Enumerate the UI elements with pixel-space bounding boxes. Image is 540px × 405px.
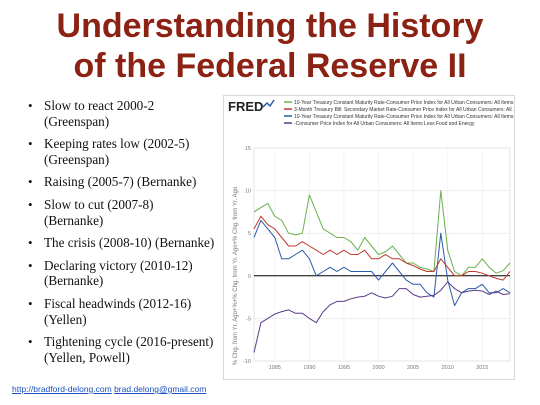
footer-link-email[interactable]: brad.delong@gmail.com (114, 384, 207, 394)
bullet-item: Raising (2005-7) (Bernanke) (28, 174, 228, 190)
bullet-text: Slow to react 2000-2 (44, 98, 155, 113)
bullet-subtext: (Yellen, Powell) (44, 349, 130, 365)
bullet-subtext: (Bernanke) (44, 273, 104, 289)
slide-title: Understanding the History of the Federal… (0, 6, 540, 86)
y-tick-label: -10 (243, 359, 251, 365)
fred-chart-svg: FRED 10-Year Treasury Constant Maturity … (228, 99, 514, 371)
bullet-subtext: (Bernanke) (44, 212, 104, 228)
y-tick-label: 10 (245, 189, 251, 195)
legend-label: 10-Year Treasury Constant Maturity Rate-… (294, 100, 514, 106)
footer-link-blog[interactable]: http://bradford-delong.com (12, 384, 112, 394)
bullet-subtext: (Greenspan) (44, 113, 110, 129)
x-tick-label: 2000 (372, 365, 384, 371)
y-tick-label: 0 (248, 274, 251, 280)
bullet-item: Tightening cycle (2016-present)(Yellen, … (28, 334, 228, 365)
bullet-item: Slow to react 2000-2(Greenspan) (28, 98, 228, 129)
series-line (253, 219, 511, 307)
series-line (253, 215, 511, 281)
bullet-list: Slow to react 2000-2(Greenspan)Keeping r… (28, 98, 228, 372)
fred-logo-sparkline (262, 99, 275, 108)
footer-links: http://bradford-delong.com brad.delong@g… (12, 384, 206, 394)
x-tick-label: 2005 (407, 365, 419, 371)
chart-legend: 10-Year Treasury Constant Maturity Rate-… (284, 100, 514, 127)
bullet-text: Raising (2005-7) (Bernanke) (44, 174, 197, 190)
plot-area: -10 -5 0 5 10 15 1985 1990 1995 2000 2005 2010 2015 (243, 146, 511, 371)
bullet-subtext: (Yellen) (44, 311, 87, 327)
bullet-text: Declaring victory (2010-12) (44, 257, 193, 273)
bullet-text: Tightening cycle (2016-present) (44, 334, 214, 350)
y-tick-label: 5 (248, 231, 251, 237)
legend-label: -Consumer Price Index for All Urban Cons… (294, 121, 475, 127)
y-axis-label: % Chg. from Yr. Ago+%+% Chg. from Yr. Ag… (233, 186, 239, 365)
bullet-subtext: (Greenspan) (44, 151, 110, 167)
x-tick-label: 1985 (269, 365, 281, 371)
legend-label: 10-Year Treasury Constant Maturity Rate-… (294, 114, 514, 120)
bullet-item: Keeping rates low (2002-5)(Greenspan) (28, 136, 228, 167)
plot-background (253, 147, 511, 362)
x-tick-label: 1990 (303, 365, 315, 371)
fred-logo: FRED (228, 99, 263, 114)
bullet-item: Fiscal headwinds (2012-16)(Yellen) (28, 296, 228, 327)
series-line (253, 281, 511, 353)
legend-label: 3-Month Treasury Bill: Secondary Market … (294, 107, 514, 113)
bullet-text: Keeping rates low (2002-5) (44, 136, 190, 152)
series-line (253, 190, 511, 277)
x-tick-label: 2015 (476, 365, 488, 371)
bullet-item: The crisis (2008-10) (Bernanke) (28, 235, 228, 251)
slide-title-line-2: of the Federal Reserve II (73, 47, 467, 85)
bullet-item: Declaring victory (2010-12)(Bernanke) (28, 258, 228, 289)
x-tick-label: 1995 (338, 365, 350, 371)
bullet-text: The crisis (2008-10) (Bernanke) (44, 235, 215, 251)
slide-title-line-1: Understanding the History (56, 7, 484, 45)
bullet-text: Slow to cut (2007-8) (44, 196, 154, 212)
y-tick-label: 15 (245, 146, 251, 152)
x-tick-label: 2010 (442, 365, 454, 371)
bullet-text: Fiscal headwinds (2012-16) (44, 295, 192, 311)
fred-chart: FRED 10-Year Treasury Constant Maturity … (223, 95, 515, 380)
y-tick-label: -5 (246, 316, 251, 322)
bullet-item: Slow to cut (2007-8)(Bernanke) (28, 197, 228, 228)
